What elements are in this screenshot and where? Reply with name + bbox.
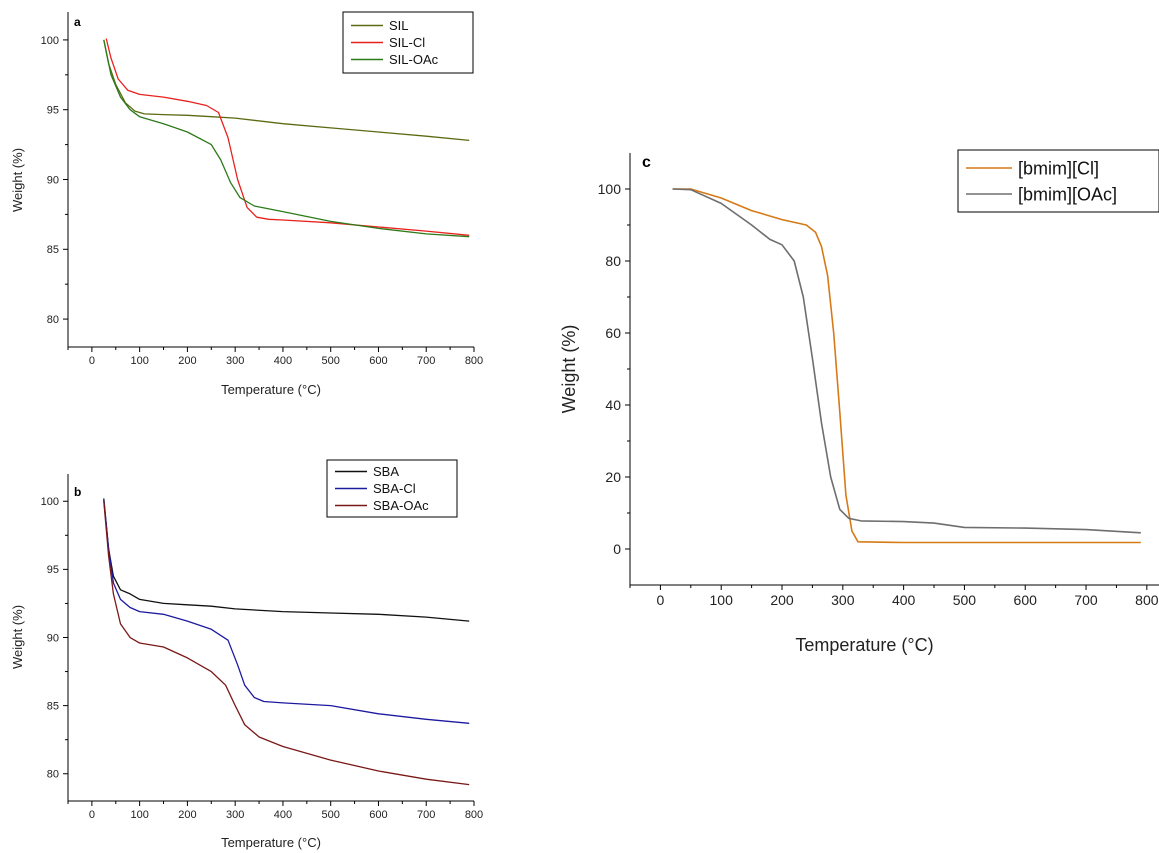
y-tick-label: 80 xyxy=(605,253,621,269)
y-tick-label: 90 xyxy=(47,632,59,644)
x-tick-label: 200 xyxy=(178,355,196,367)
x-axis-label: Temperature (°C) xyxy=(795,635,933,655)
x-tick-label: 800 xyxy=(465,809,483,821)
x-tick-label: 300 xyxy=(226,355,244,367)
series-line-bmim-cl xyxy=(672,188,1141,544)
y-tick-label: 90 xyxy=(47,174,59,186)
y-tick-label: 85 xyxy=(47,700,59,712)
panel-c-chart: 0 100 200 300 400 500 600 700 800 0 20 40 60 80 100 Tem… xyxy=(559,149,1159,655)
y-tick-label: 80 xyxy=(47,314,59,326)
x-tick-label: 600 xyxy=(1014,592,1038,608)
x-tick-label: 400 xyxy=(892,592,916,608)
x-tick-label: 500 xyxy=(322,809,340,821)
series-line-sil-oac xyxy=(103,39,470,238)
x-tick-label: 300 xyxy=(226,809,244,821)
y-tick-label: 80 xyxy=(47,769,59,781)
x-tick-label: 500 xyxy=(322,355,340,367)
legend-label: SBA-OAc xyxy=(373,498,429,513)
x-tick-label: 500 xyxy=(953,592,977,608)
x-tick-label: 0 xyxy=(657,592,665,608)
y-tick-label: 95 xyxy=(47,105,59,117)
x-tick-label: 100 xyxy=(710,592,734,608)
panel-letter: b xyxy=(74,485,81,499)
y-tick-label: 100 xyxy=(41,35,59,47)
x-tick-label: 800 xyxy=(1135,592,1159,608)
x-tick-label: 200 xyxy=(178,809,196,821)
legend-label: [bmim][OAc] xyxy=(1018,184,1117,204)
x-tick-label: 300 xyxy=(831,592,855,608)
y-tick-label: 100 xyxy=(41,496,59,508)
x-tick-label: 400 xyxy=(274,809,292,821)
legend-label: SBA xyxy=(373,464,399,479)
panel-letter: c xyxy=(642,154,651,171)
series-line-sil-cl xyxy=(105,38,470,236)
x-tick-label: 600 xyxy=(369,355,387,367)
x-tick-label: 100 xyxy=(130,355,148,367)
x-tick-label: 700 xyxy=(417,355,435,367)
x-axis-label: Temperature (°C) xyxy=(221,835,321,850)
legend-label: SBA-Cl xyxy=(373,481,416,496)
legend-label: SIL xyxy=(389,18,409,33)
x-tick-label: 0 xyxy=(89,809,95,821)
series-line-sba-oac xyxy=(103,501,470,786)
x-tick-label: 800 xyxy=(465,355,483,367)
legend-label: SIL-OAc xyxy=(389,52,439,67)
series-line-sba-cl xyxy=(103,499,470,724)
y-tick-label: 0 xyxy=(613,541,621,557)
y-axis-label: Weight (%) xyxy=(10,148,25,212)
x-tick-label: 400 xyxy=(274,355,292,367)
panel-a-chart: 0 100 200 300 400 500 600 700 800 80 85 90 95 100 Temp… xyxy=(10,11,483,397)
y-axis-label: Weight (%) xyxy=(10,605,25,669)
panel-letter: a xyxy=(74,15,81,29)
x-tick-label: 0 xyxy=(89,355,95,367)
legend-label: [bmim][Cl] xyxy=(1018,158,1099,178)
x-tick-label: 200 xyxy=(770,592,794,608)
y-tick-label: 100 xyxy=(598,181,622,197)
series-line-sba xyxy=(103,498,470,622)
y-tick-label: 40 xyxy=(605,397,621,413)
series-line-bmim-oac xyxy=(672,188,1141,534)
legend-label: SIL-Cl xyxy=(389,35,425,50)
y-tick-label: 20 xyxy=(605,469,621,485)
panel-b-chart: 0 100 200 300 400 500 600 700 800 80 85 90 95 100 Temp… xyxy=(10,459,483,850)
x-axis-label: Temperature (°C) xyxy=(221,382,321,397)
legend-box xyxy=(957,149,1159,213)
x-tick-label: 700 xyxy=(417,809,435,821)
y-tick-label: 60 xyxy=(605,325,621,341)
y-tick-label: 95 xyxy=(47,564,59,576)
series-line-sil xyxy=(103,39,470,142)
y-tick-label: 85 xyxy=(47,244,59,256)
x-tick-label: 700 xyxy=(1074,592,1098,608)
x-tick-label: 600 xyxy=(369,809,387,821)
x-tick-label: 100 xyxy=(130,809,148,821)
y-axis-label: Weight (%) xyxy=(559,325,579,414)
